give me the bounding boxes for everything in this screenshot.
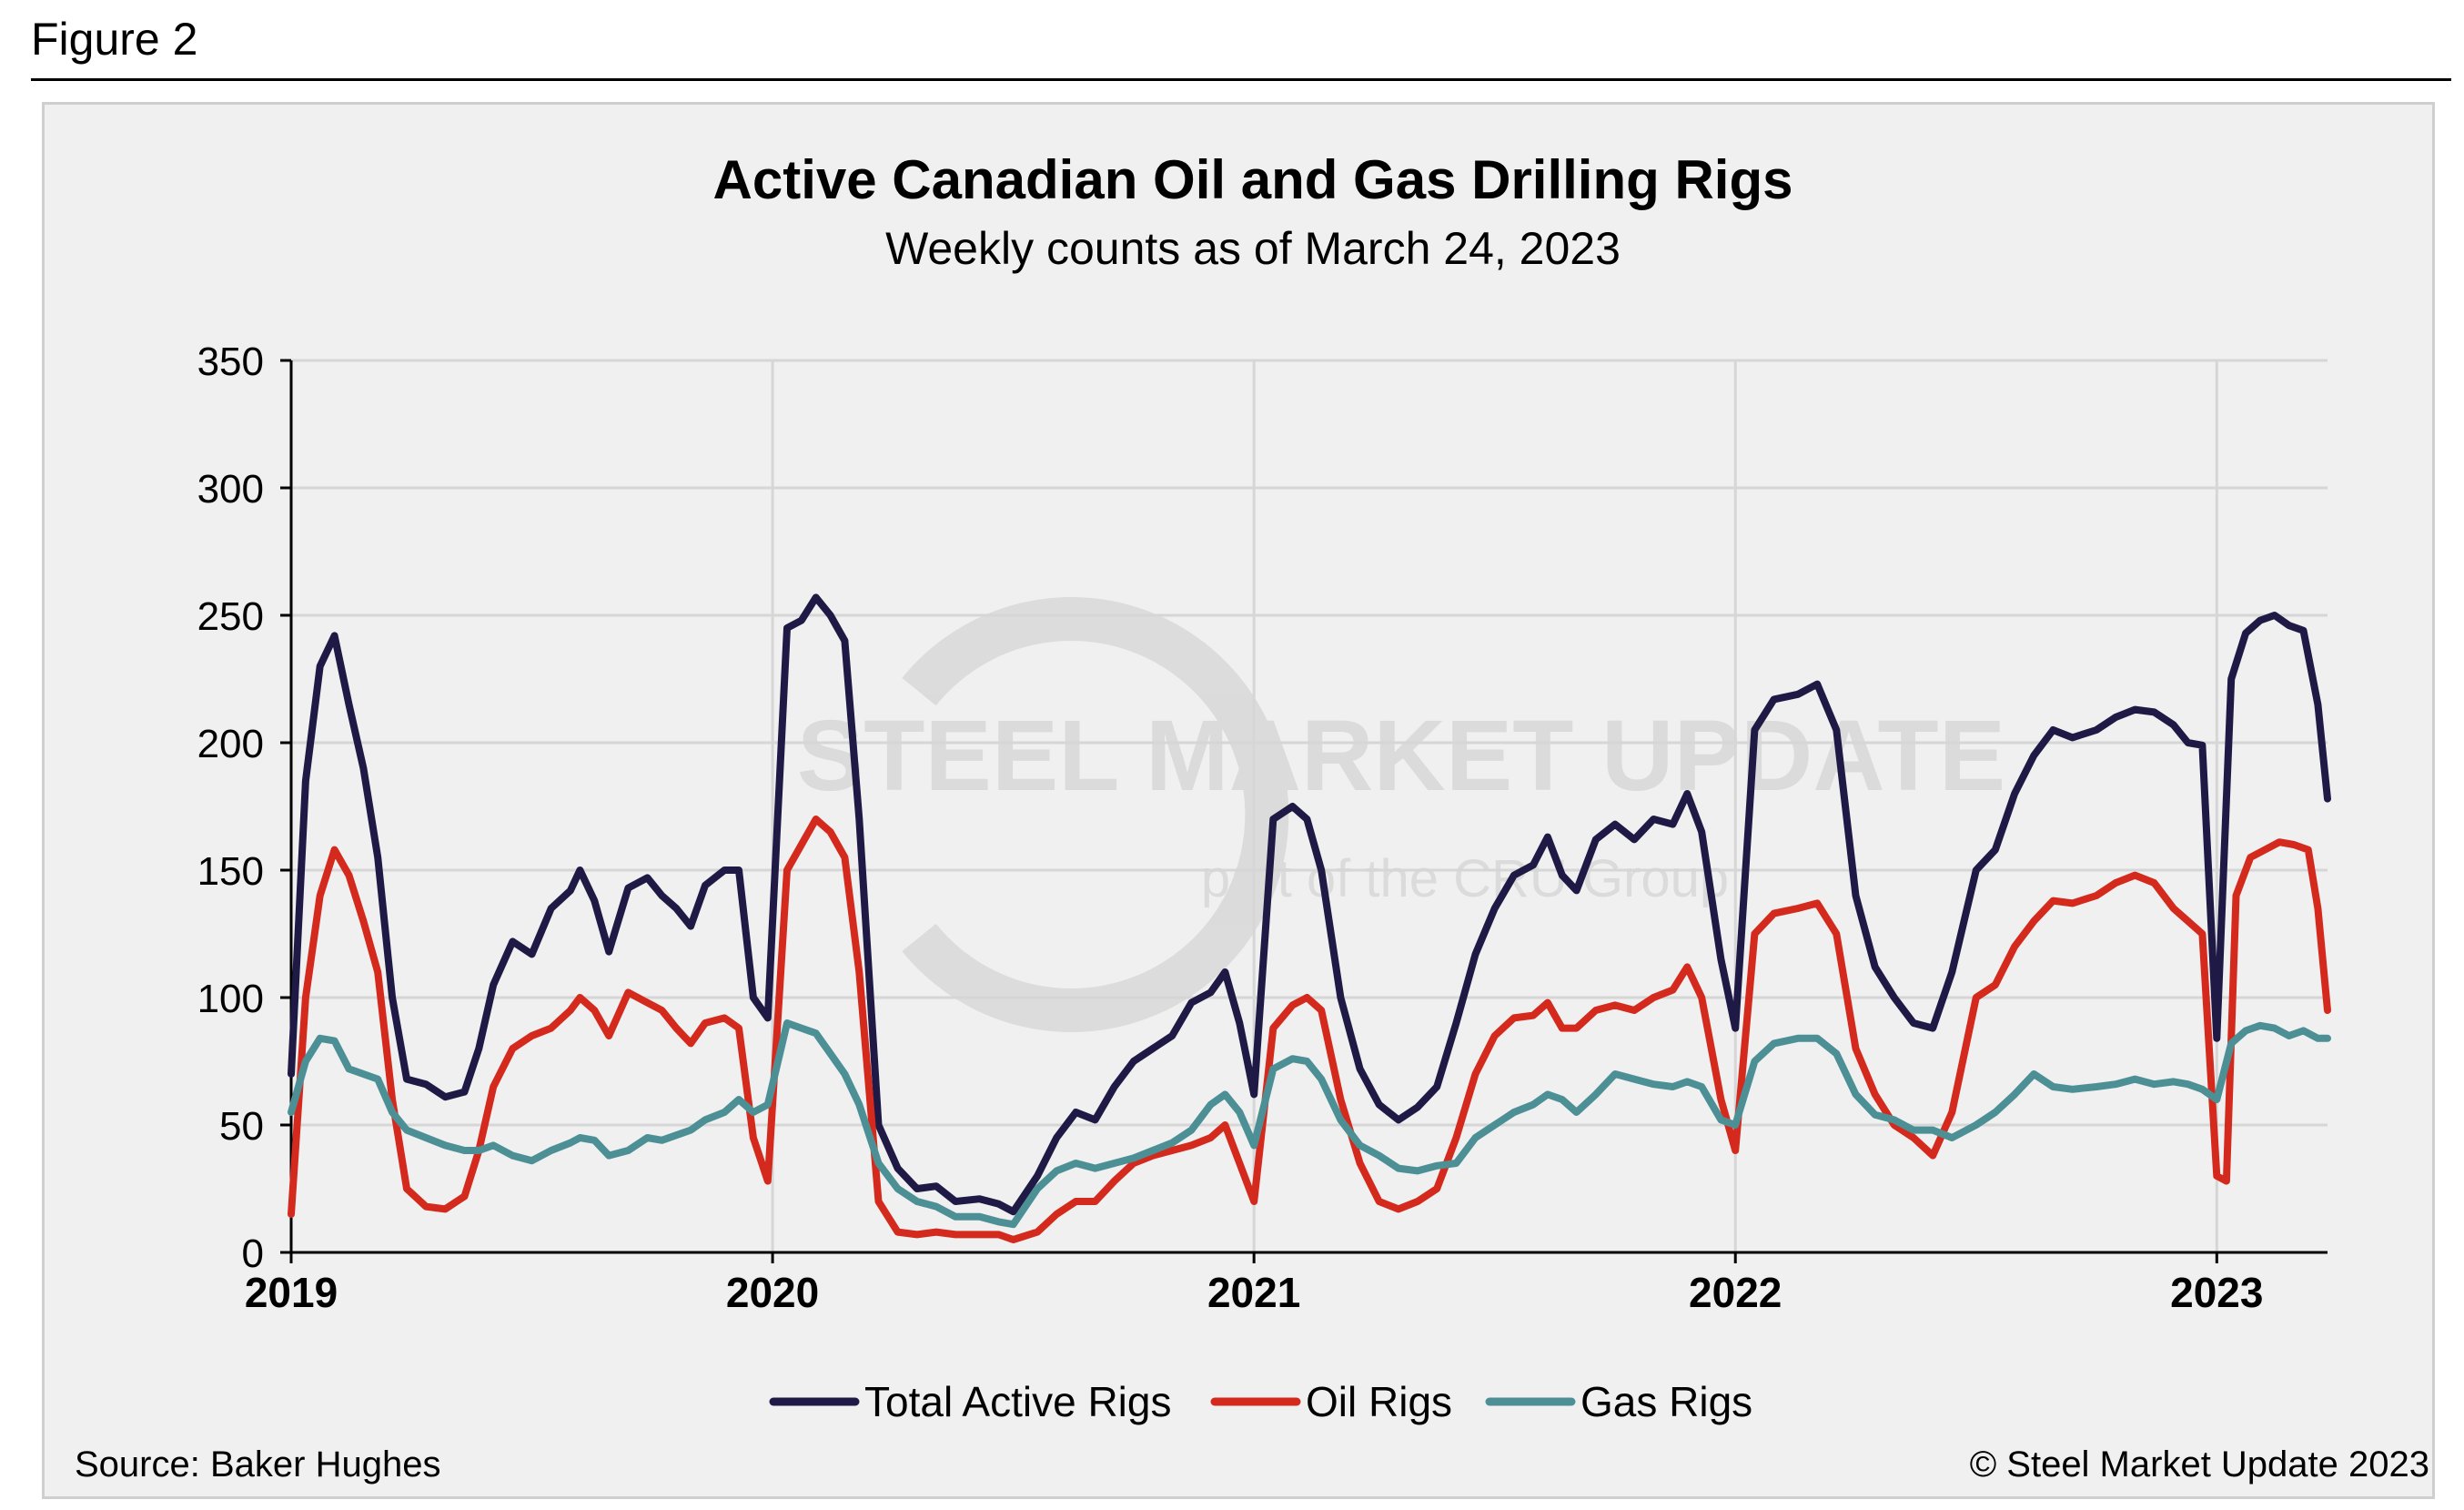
x-tick-label: 2023 xyxy=(2170,1269,2263,1316)
x-tick-label: 2020 xyxy=(726,1269,819,1316)
x-tick-label: 2022 xyxy=(1689,1269,1782,1316)
y-tick-label: 300 xyxy=(197,467,264,512)
figure-label: Figure 2 xyxy=(31,14,198,65)
chart-title: Active Canadian Oil and Gas Drilling Rig… xyxy=(713,149,1793,210)
x-tick-label: 2021 xyxy=(1207,1269,1300,1316)
chart-subtitle: Weekly counts as of March 24, 2023 xyxy=(885,223,1621,274)
y-tick-label: 200 xyxy=(197,722,264,766)
x-tick-label: 2019 xyxy=(245,1269,338,1316)
x-axis-ticks: 2019 2020 2021 2022 2023 xyxy=(245,1252,2263,1316)
watermark-brand: STEEL MARKET UPDATE xyxy=(797,700,2005,812)
y-tick-label: 150 xyxy=(197,849,264,894)
copyright-note: © Steel Market Update 2023 xyxy=(1970,1444,2429,1485)
source-note: Source: Baker Hughes xyxy=(75,1444,440,1485)
legend: Total Active Rigs Oil Rigs Gas Rigs xyxy=(769,1378,1752,1425)
y-tick-label: 250 xyxy=(197,594,264,639)
y-tick-label: 50 xyxy=(219,1104,264,1149)
series-lines xyxy=(288,593,2331,1243)
gridlines xyxy=(291,359,2328,1127)
chart-panel xyxy=(42,102,2435,1499)
series-line-total-active-rigs xyxy=(288,593,2331,1216)
y-axis-ticks: 0 50 100 150 200 250 300 350 xyxy=(197,339,291,1276)
y-tick-label: 100 xyxy=(197,977,264,1021)
legend-label: Gas Rigs xyxy=(1580,1378,1752,1425)
figure-rule xyxy=(31,78,2451,81)
legend-label: Total Active Rigs xyxy=(864,1378,1171,1425)
y-tick-label: 0 xyxy=(242,1231,264,1276)
y-tick-label: 350 xyxy=(197,339,264,384)
watermark-sub: part of the CRU Group xyxy=(1201,849,1729,908)
watermark: STEEL MARKET UPDATE part of the CRU Grou… xyxy=(797,597,2005,1032)
series-line-oil-rigs xyxy=(288,816,2331,1243)
watermark-logo-arc xyxy=(902,597,1289,1032)
legend-label: Oil Rigs xyxy=(1306,1378,1452,1425)
series-line-gas-rigs xyxy=(288,1019,2331,1229)
